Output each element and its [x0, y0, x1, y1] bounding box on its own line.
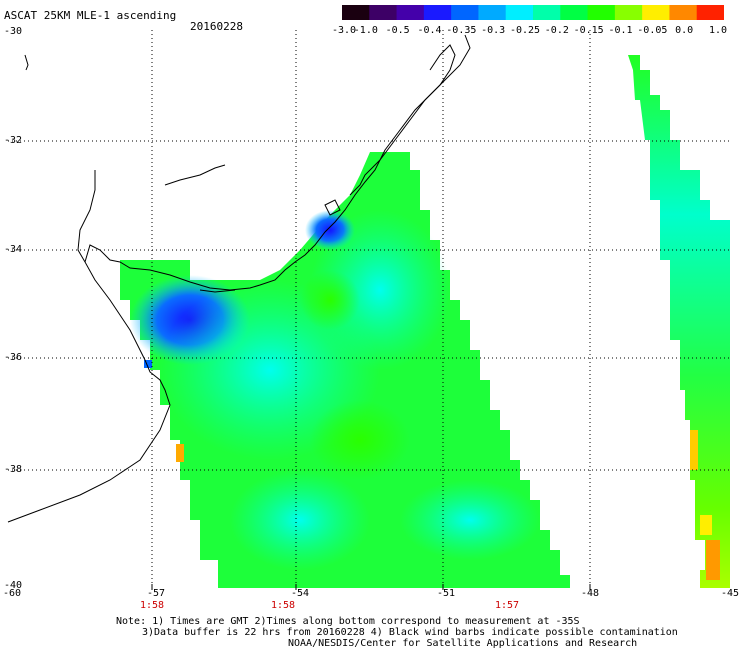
lat-lon-grid — [8, 30, 730, 588]
lon-label: -45 — [720, 588, 740, 599]
colorbar-cell — [342, 5, 370, 20]
colorbar-cell — [696, 5, 724, 20]
colorbar-cell — [451, 5, 479, 20]
lon-label: -57 — [146, 588, 166, 599]
map-title: ASCAT 25KM MLE-1 ascending — [4, 9, 177, 22]
lat-label: -30 — [4, 26, 23, 37]
colorbar-tick-label: -0.3 — [481, 25, 506, 36]
swath-right — [628, 55, 730, 588]
colorbar-cell — [423, 5, 452, 20]
swath-main — [120, 152, 570, 588]
coastline — [7, 34, 471, 523]
colorbar-cell — [614, 5, 643, 20]
map-date: 20160228 — [190, 20, 243, 33]
colorbar-cell — [478, 5, 507, 20]
time-label: 1:57 — [494, 600, 520, 611]
colorbar-tick-label: -3.0 — [331, 25, 357, 36]
colorbar-tick-label: -0.4 — [417, 25, 442, 36]
lat-label: -34 — [4, 244, 23, 255]
colorbar-tick-label: -0.2 — [544, 25, 569, 36]
colorbar-cell — [505, 5, 534, 20]
axis-frame — [151, 584, 591, 590]
colorbar-tick-label: -0.25 — [509, 25, 541, 36]
note-line-2: 3)Data buffer is 22 hrs from 20160228 4)… — [142, 627, 678, 638]
lat-label: -40 — [4, 580, 23, 591]
colorbar-tick-label: -0.35 — [446, 25, 477, 36]
colorbar-cell — [533, 5, 561, 20]
lon-label: -60 — [2, 588, 22, 599]
note-line-3: NOAA/NESDIS/Center for Satellite Applica… — [288, 638, 638, 649]
colorbar-cell — [642, 5, 670, 20]
colorbar — [342, 5, 724, 20]
colorbar-tick-label: -0.5 — [385, 25, 410, 36]
lat-label: -32 — [4, 135, 23, 146]
lat-label: -36 — [4, 352, 23, 363]
colorbar-cell — [669, 5, 698, 20]
colorbar-tick-label: -0.15 — [573, 25, 604, 36]
lon-label: -51 — [436, 588, 456, 599]
colorbar-tick-label: -0.05 — [637, 25, 668, 36]
colorbar-tick-label: 0.0 — [675, 25, 694, 36]
colorbar-tick-label: 1.0 — [708, 25, 728, 36]
time-label: 1:58 — [139, 600, 165, 611]
note-line-1: Note: 1) Times are GMT 2)Times along bot… — [116, 616, 580, 627]
colorbar-tick-label: -1.0 — [353, 25, 378, 36]
colorbar-cell — [560, 5, 589, 20]
lat-label: -38 — [4, 464, 23, 475]
lon-label: -48 — [580, 588, 600, 599]
colorbar-cell — [587, 5, 616, 20]
colorbar-tick-label: -0.1 — [608, 25, 633, 36]
colorbar-cell — [396, 5, 425, 20]
colorbar-cell — [369, 5, 398, 20]
time-label: 1:58 — [270, 600, 296, 611]
lon-label: -54 — [290, 588, 310, 599]
